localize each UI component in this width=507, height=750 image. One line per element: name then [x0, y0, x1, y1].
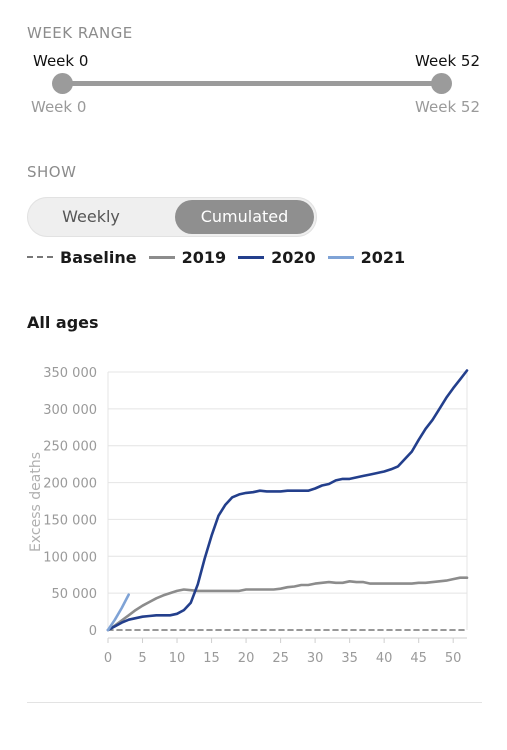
series-line-2020: [106, 369, 469, 632]
x-tick-label: 15: [203, 651, 220, 666]
y-tick-label: 0: [89, 624, 97, 639]
week-range-label: WEEK RANGE: [27, 24, 133, 42]
series-line-2021: [106, 593, 130, 632]
legend-swatch-2021: [327, 255, 354, 259]
y-tick-label: 100 000: [43, 550, 97, 565]
legend-label-2019: 2019: [181, 247, 227, 267]
legend-label-2021: 2021: [360, 247, 406, 267]
week-range-slider-track[interactable]: [63, 81, 441, 86]
x-tick-label: 0: [104, 651, 112, 666]
legend-label-baseline: Baseline: [60, 247, 137, 267]
range-start-value: Week 0: [33, 52, 89, 70]
y-tick-label: 250 000: [43, 440, 97, 455]
y-tick-label: 300 000: [43, 403, 97, 418]
x-tick-label: 25: [272, 651, 289, 666]
bottom-divider: [27, 702, 482, 703]
y-tick-label: 150 000: [43, 513, 97, 528]
x-tick-label: 20: [238, 651, 255, 666]
legend-swatch-baseline: [27, 256, 53, 258]
chart-title: All ages: [27, 313, 99, 332]
show-label: SHOW: [27, 163, 77, 181]
x-tick-label: 10: [169, 651, 186, 666]
x-tick-label: 35: [341, 651, 358, 666]
range-start-handle[interactable]: [52, 73, 73, 94]
legend-item-2019[interactable]: 2019: [148, 247, 227, 267]
legend-swatch-2019: [148, 255, 175, 259]
range-end-handle[interactable]: [431, 73, 452, 94]
legend-swatch-2020: [238, 255, 265, 259]
range-end-value: Week 52: [415, 52, 480, 70]
y-tick-label: 350 000: [43, 366, 97, 381]
x-tick-label: 40: [376, 651, 393, 666]
y-axis-title: Excess deaths: [28, 452, 44, 552]
x-tick-label: 5: [138, 651, 146, 666]
legend: Baseline 2019 2020 2021: [27, 245, 405, 269]
excess-deaths-chart: 0 50 000 100 000 150 000 200 000 250 000 300 0…: [28, 366, 469, 666]
x-tick-label: 30: [307, 651, 324, 666]
x-tick-label: 45: [410, 651, 427, 666]
x-tick-label: 50: [445, 651, 462, 666]
legend-label-2020: 2020: [271, 247, 316, 267]
legend-item-baseline[interactable]: Baseline: [27, 248, 137, 267]
legend-item-2020[interactable]: 2020: [238, 248, 316, 267]
toggle-weekly-button[interactable]: Weekly: [62, 207, 120, 226]
legend-item-2021[interactable]: 2021: [327, 247, 406, 267]
series-line-2019: [106, 576, 469, 632]
toggle-cumulated-button[interactable]: Cumulated: [175, 200, 314, 234]
y-tick-label: 200 000: [43, 477, 97, 492]
show-toggle: Weekly Cumulated: [27, 197, 317, 237]
range-max-label: Week 52: [415, 98, 480, 116]
y-tick-label: 50 000: [52, 587, 98, 602]
range-min-label: Week 0: [31, 98, 87, 116]
